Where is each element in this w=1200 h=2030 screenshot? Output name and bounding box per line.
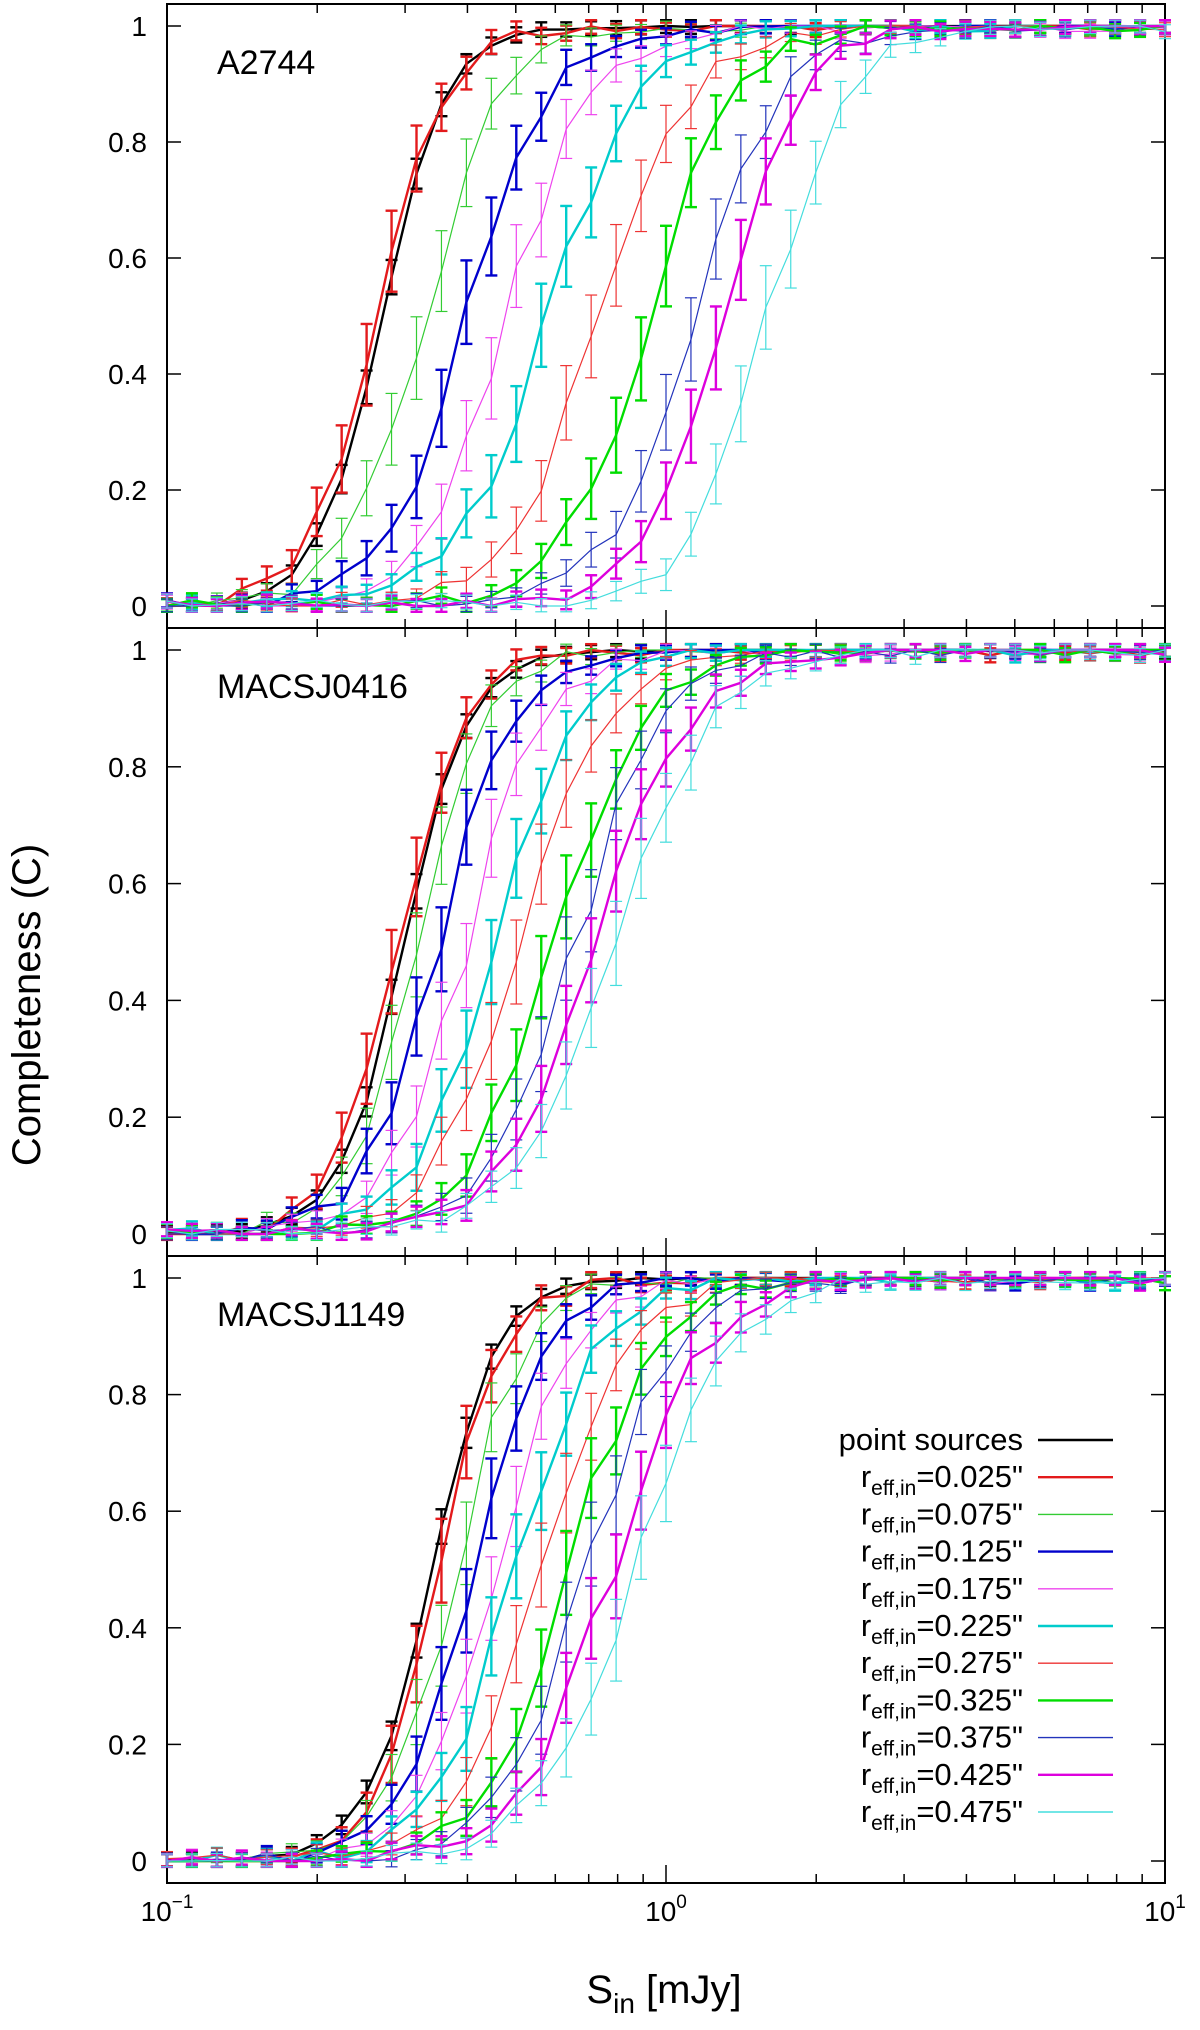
legend-label-value: =0.125" [916,1534,1023,1569]
y-tick-label: 0.2 [108,1102,147,1133]
series-10 [161,1271,1171,1868]
legend-label-value: =0.475" [916,1794,1023,1829]
y-tick-label: 0.2 [108,475,147,506]
legend-label-symbol: r [861,1459,871,1494]
panel-label: MACSJ0416 [217,668,408,706]
legend-label-value: =0.375" [916,1720,1023,1755]
y-tick-label: 0.8 [108,752,147,783]
y-tick-label: 0.8 [108,127,147,158]
x-tick-label-base: 10 [1144,1896,1175,1927]
legend-label: reff,in=0.425" [861,1757,1023,1798]
y-tick-label: 0 [131,1846,147,1877]
panel-label: A2744 [217,44,315,82]
x-tick-label: 101 [1144,1892,1186,1927]
legend-label-value: =0.225" [916,1608,1023,1643]
x-axis-title-sub: in [613,1988,635,2019]
legend-label-symbol: r [861,1608,871,1643]
series-line [166,649,1166,1235]
series-line [166,24,1166,608]
series-line [167,1277,1166,1862]
y-tick-label: 0.6 [108,1496,147,1527]
x-tick-label-exp: −1 [172,1892,194,1913]
legend-label-symbol: r [861,1496,871,1531]
legend-label-symbol: r [861,1720,871,1755]
legend-label: reff,in=0.475" [861,1794,1023,1835]
legend-label-sub: eff,in [871,1738,916,1761]
x-tick-label-base: 10 [141,1896,172,1927]
legend-label-symbol: r [861,1534,871,1569]
panel-label: MACSJ1149 [217,1296,405,1334]
series-10 [161,19,1171,613]
legend-label-sub: eff,in [871,1700,916,1723]
y-tick-label: 1 [131,11,147,42]
legend-label-symbol: r [861,1571,871,1606]
x-tick-label: 10−1 [141,1892,194,1927]
panel-macsj1149: 0 0.2 0.4 0.6 0.8 1 MACSJ1149 [108,1255,1171,1884]
series-line [166,1276,1166,1863]
legend: point sourcesreff,in=0.025"reff,in=0.075… [839,1422,1113,1835]
x-tick-label: 100 [645,1892,687,1927]
y-axis-title: Completeness (C) [5,844,49,1166]
series-9 [161,642,1171,1242]
legend-label: reff,in=0.375" [861,1720,1023,1761]
y-tick-label: 0.4 [108,1613,147,1644]
y-tick-label: 0 [131,591,147,622]
x-tick-label-base: 10 [645,1896,676,1927]
legend-label-sub: eff,in [871,1552,916,1575]
legend-label-sub: eff,in [871,1477,916,1500]
legend-label-sub: eff,in [871,1626,916,1649]
legend-label: point sources [839,1422,1023,1457]
legend-label-sub: eff,in [871,1514,916,1537]
legend-label-sub: eff,in [871,1812,916,1835]
x-axis-title-symbol: S [586,1968,613,2012]
series-10 [161,643,1171,1241]
x-tick-label-exp: 1 [1175,1892,1186,1913]
legend-label: reff,in=0.325" [861,1682,1023,1723]
y-tick-label: 0.6 [108,243,147,274]
legend-label-symbol: r [861,1757,871,1792]
y-tick-label: 0.8 [108,1380,147,1411]
x-axis-title-unit: [mJy] [635,1968,742,2012]
legend-label: reff,in=0.075" [861,1496,1023,1537]
legend-label-value: =0.075" [916,1496,1023,1531]
y-tick-label: 0.4 [108,359,147,390]
legend-label-value: =0.025" [916,1459,1023,1494]
legend-label-symbol: r [861,1682,871,1717]
y-tick-label: 1 [131,1263,147,1294]
y-tick-label: 1 [131,635,147,666]
legend-label-value: =0.175" [916,1571,1023,1606]
panel-macsj0416: 0 0.2 0.4 0.6 0.8 1 MACSJ0416 [108,627,1171,1257]
legend-label: reff,in=0.125" [861,1534,1023,1575]
series-line [167,25,1165,607]
legend-label: reff,in=0.275" [861,1645,1023,1686]
legend-label-value: =0.325" [916,1682,1023,1717]
x-tick-label-exp: 0 [676,1892,687,1913]
panels-group: 0 0.2 0.4 0.6 0.8 1 A2744 0 0.2 0.4 0.6 0.8 1 MACSJ04… [108,3,1186,1927]
legend-label-value: =0.275" [916,1645,1023,1680]
panel-a2744: 0 0.2 0.4 0.6 0.8 1 A2744 [108,3,1171,629]
legend-label-symbol: r [861,1794,871,1829]
y-tick-label: 0.2 [108,1729,147,1760]
legend-label: reff,in=0.175" [861,1571,1023,1612]
legend-label-sub: eff,in [871,1775,916,1798]
legend-label-sub: eff,in [871,1589,916,1612]
y-tick-label: 0.6 [108,869,147,900]
legend-label: reff,in=0.225" [861,1608,1023,1649]
legend-label-sub: eff,in [871,1663,916,1686]
series-line [166,25,1166,607]
y-tick-label: 0 [131,1219,147,1250]
legend-label-value: =0.425" [916,1757,1023,1792]
legend-label: reff,in=0.025" [861,1459,1023,1500]
x-axis-title: Sin [mJy] [586,1968,741,2019]
legend-label-symbol: r [861,1645,871,1680]
y-tick-label: 0.4 [108,985,147,1016]
